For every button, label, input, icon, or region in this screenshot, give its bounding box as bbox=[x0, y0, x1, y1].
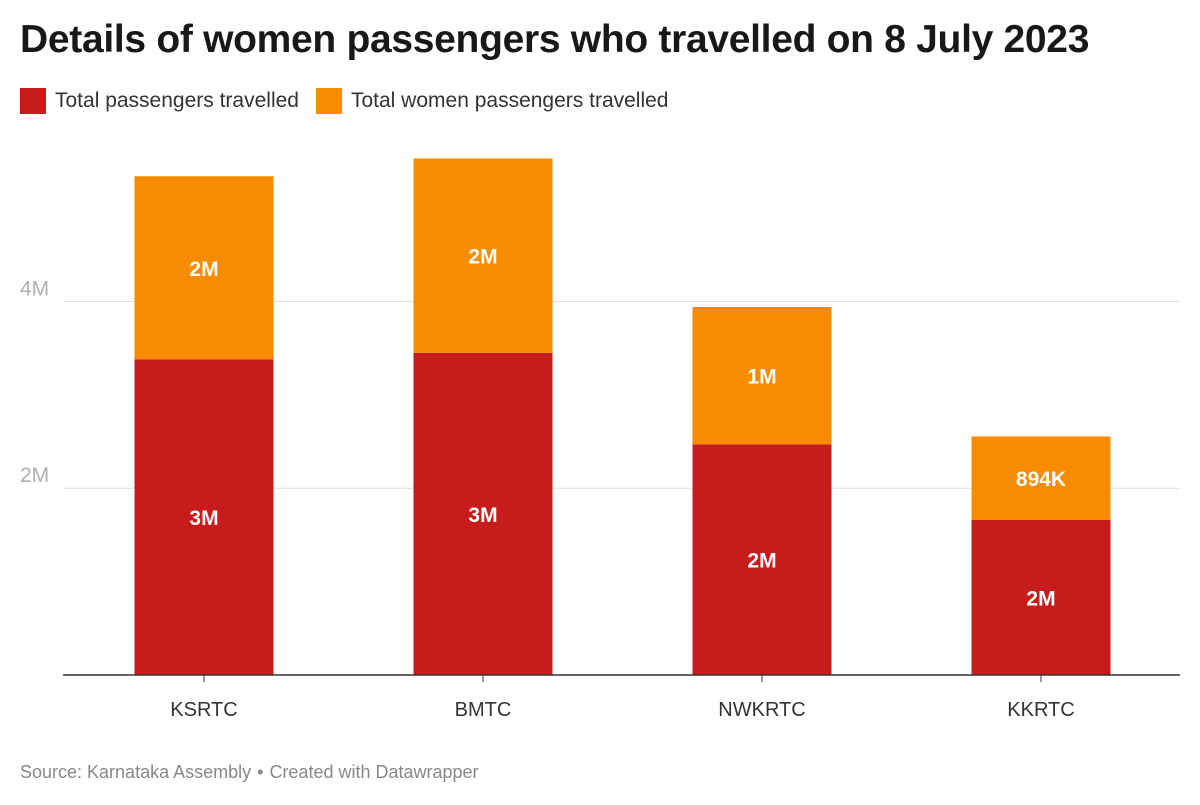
value-label-bmtc-total: 3M bbox=[468, 504, 497, 527]
category-label-bmtc: BMTC bbox=[455, 699, 512, 721]
value-label-nwkrtc-women: 1M bbox=[747, 366, 776, 389]
value-label-ksrtc-total: 3M bbox=[189, 507, 218, 530]
y-tick-label-2M: 2M bbox=[20, 464, 49, 487]
bar-bmtc-women bbox=[413, 158, 553, 353]
source-text: Source: Karnataka Assembly bbox=[20, 762, 252, 782]
footer: Source: Karnataka Assembly • Created with … bbox=[20, 762, 479, 783]
y-tick-label-4M: 4M bbox=[20, 277, 49, 300]
legend-item-women: Total women passengers travelled bbox=[315, 88, 669, 114]
legend-label-women: Total women passengers travelled bbox=[350, 89, 669, 112]
legend-label-total: Total passengers travelled bbox=[55, 89, 299, 112]
bar-ksrtc-women bbox=[134, 176, 274, 360]
footer-separator: • bbox=[257, 762, 264, 782]
bar-nwkrtc-women bbox=[692, 307, 832, 445]
bar-kkrtc-total bbox=[971, 519, 1111, 675]
legend-swatch-women bbox=[315, 88, 342, 114]
bar-nwkrtc-total bbox=[692, 444, 832, 675]
credit-text: Created with Datawrapper bbox=[269, 762, 479, 782]
bar-bmtc-total bbox=[413, 352, 553, 675]
bar-kkrtc-women bbox=[971, 436, 1111, 520]
legend: Total passengers travelled Total women p… bbox=[20, 88, 686, 114]
legend-swatch-total bbox=[20, 88, 46, 114]
value-label-bmtc-women: 2M bbox=[468, 246, 497, 269]
bar-ksrtc-total bbox=[134, 359, 274, 675]
value-label-kkrtc-women: 894K bbox=[1016, 468, 1066, 491]
category-label-ksrtc: KSRTC bbox=[170, 699, 237, 721]
value-label-kkrtc-total: 2M bbox=[1026, 587, 1055, 610]
value-label-nwkrtc-total: 2M bbox=[747, 550, 776, 573]
legend-item-total: Total passengers travelled bbox=[20, 88, 299, 114]
value-label-ksrtc-women: 2M bbox=[189, 258, 218, 281]
category-label-nwkrtc: NWKRTC bbox=[718, 699, 805, 721]
chart-title: Details of women passengers who travelle… bbox=[20, 18, 1090, 61]
category-label-kkrtc: KKRTC bbox=[1007, 699, 1074, 721]
